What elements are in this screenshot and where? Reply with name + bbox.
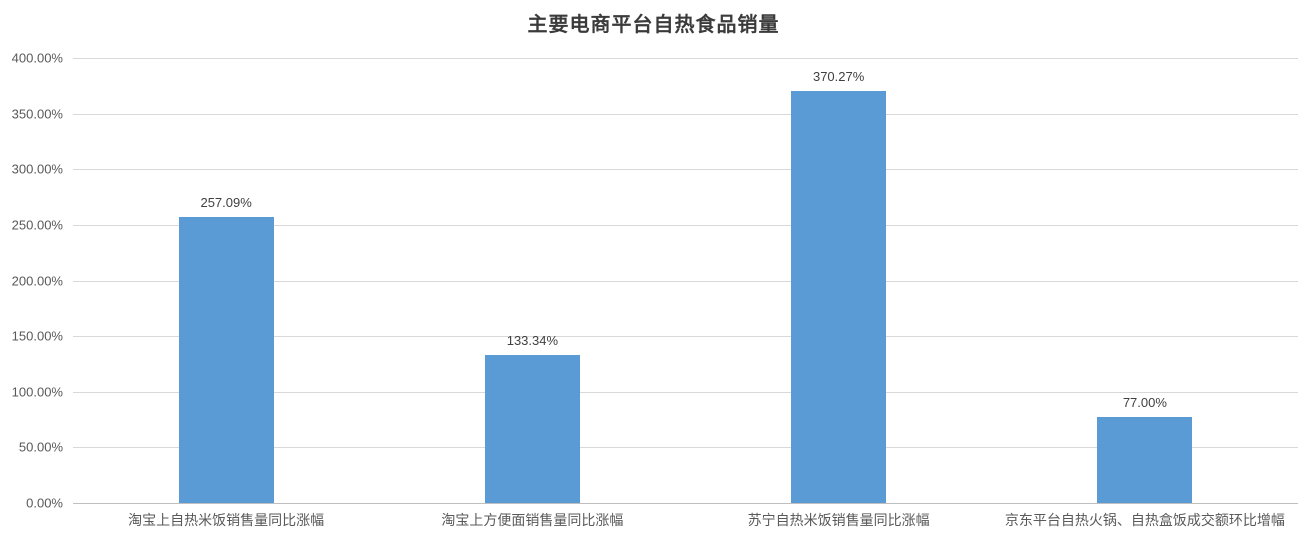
bar-data-label: 370.27% [812, 69, 865, 85]
x-axis-category-label: 淘宝上自热米饭销售量同比涨幅 [128, 512, 325, 528]
bar-series-point [484, 354, 580, 503]
y-axis-tick-label: 50.00% [18, 439, 63, 455]
gridline [73, 58, 1298, 59]
y-axis-tick-label: 0.00% [26, 495, 63, 511]
gridline [73, 169, 1298, 171]
bar-series-point [791, 91, 887, 503]
bar-data-label: 133.34% [506, 332, 559, 348]
y-axis-tick-label: 250.00% [11, 217, 63, 233]
gridline [73, 447, 1298, 449]
x-axis-category-label: 京东平台自热火锅、自热盒饭成交额环比增幅 [1004, 512, 1285, 528]
gridline [73, 391, 1298, 393]
y-axis-tick-label: 150.00% [11, 328, 63, 344]
plot-area [73, 58, 1298, 504]
gridline [73, 113, 1298, 115]
x-axis-line [73, 503, 1298, 504]
bar-data-label: 257.09% [200, 194, 252, 210]
gridline [73, 280, 1298, 282]
gridline [73, 224, 1298, 226]
y-axis-tick-label: 300.00% [11, 161, 63, 177]
y-axis-tick-label: 200.00% [11, 273, 63, 288]
y-axis-tick-label: 100.00% [11, 384, 63, 400]
bar-series-point [178, 217, 274, 503]
y-axis-tick-label: 350.00% [11, 106, 63, 122]
x-axis-category-label: 苏宁自热米饭销售量同比涨幅 [747, 512, 930, 528]
gridline [73, 336, 1298, 338]
y-axis-tick-label: 400.00% [11, 50, 63, 66]
chart-title: 主要电商平台自热食品销量 [527, 12, 780, 36]
bar-data-label: 77.00% [1122, 395, 1167, 411]
x-axis-category-label: 淘宝上方便面销售量同比涨幅 [441, 512, 624, 528]
bar-series-point [1097, 417, 1193, 503]
